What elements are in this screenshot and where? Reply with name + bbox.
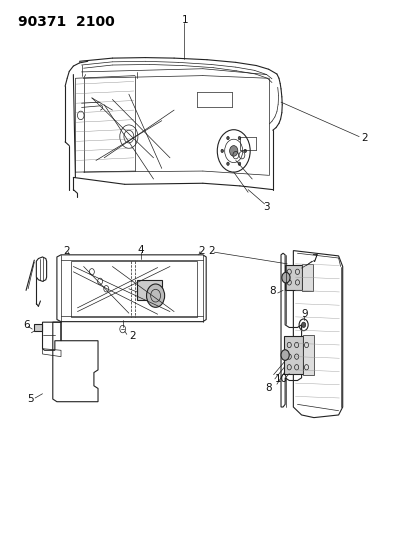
Circle shape — [226, 136, 229, 140]
Text: 4: 4 — [138, 245, 144, 255]
Circle shape — [226, 162, 229, 165]
Text: 5: 5 — [28, 394, 34, 404]
Circle shape — [229, 146, 237, 156]
Text: 1: 1 — [182, 15, 188, 25]
Circle shape — [280, 350, 289, 360]
Bar — [302, 335, 313, 375]
Text: 2: 2 — [198, 246, 204, 256]
Circle shape — [301, 322, 305, 327]
Circle shape — [237, 162, 240, 165]
Bar — [285, 265, 301, 290]
Circle shape — [281, 272, 290, 283]
Text: 2: 2 — [128, 332, 135, 342]
Text: 90371  2100: 90371 2100 — [18, 14, 114, 29]
Text: 9: 9 — [300, 309, 307, 319]
Text: 7: 7 — [311, 254, 317, 263]
Bar — [284, 336, 302, 374]
Text: 8: 8 — [269, 286, 275, 296]
Circle shape — [237, 136, 240, 140]
Text: 2: 2 — [208, 246, 215, 256]
Text: 6: 6 — [24, 320, 30, 330]
Circle shape — [243, 149, 246, 152]
Text: 10: 10 — [274, 375, 287, 384]
Circle shape — [146, 284, 164, 308]
Bar — [301, 264, 312, 292]
Bar — [34, 324, 42, 331]
Text: 2: 2 — [360, 133, 367, 143]
Text: 8: 8 — [265, 383, 271, 393]
Bar — [137, 280, 161, 301]
Text: 2: 2 — [63, 246, 69, 256]
Circle shape — [221, 149, 223, 152]
Text: 3: 3 — [263, 202, 269, 212]
